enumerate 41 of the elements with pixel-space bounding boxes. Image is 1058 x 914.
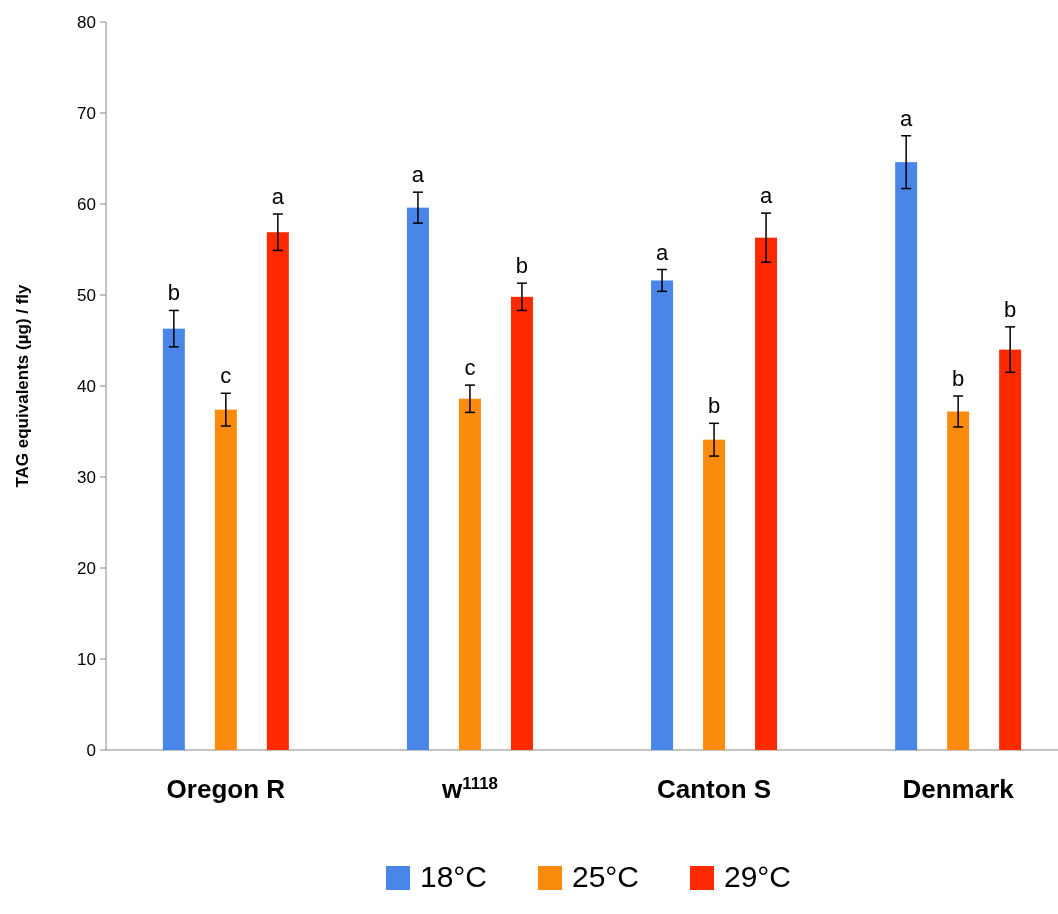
bar [214, 409, 237, 750]
bar [703, 439, 726, 750]
x-tick-label: Oregon R [166, 774, 286, 804]
data-label: b [515, 253, 529, 279]
data-label: a [759, 183, 773, 209]
y-tick-label: 40 [77, 376, 96, 396]
y-tick-label: 60 [77, 194, 96, 214]
x-tick-label: Denmark [902, 774, 1015, 804]
y-axis-title: TAG equivalents (µg) / fly [13, 283, 32, 488]
bar [406, 207, 429, 750]
y-tick-label: 70 [77, 103, 96, 123]
data-label: b [167, 280, 180, 306]
data-label: a [271, 184, 285, 210]
legend-label: 29°C [724, 860, 792, 893]
y-tick-label: 50 [77, 285, 96, 305]
y-tick-label: 0 [86, 740, 96, 760]
bar [947, 411, 970, 750]
data-label: c [220, 363, 232, 389]
y-tick-label: 80 [77, 12, 96, 32]
data-label: a [900, 105, 914, 131]
y-tick-label: 20 [77, 558, 96, 578]
bar [651, 280, 674, 750]
data-label: a [655, 239, 669, 265]
x-tick-label: Canton S [657, 774, 772, 804]
legend-label: 18°C [420, 860, 488, 893]
bar [895, 162, 918, 750]
data-label: b [707, 393, 721, 419]
y-tick-label: 10 [77, 649, 96, 669]
data-label: c [464, 355, 476, 381]
bar [266, 232, 289, 750]
data-label: b [1004, 296, 1017, 322]
bar [162, 328, 185, 750]
data-label: b [952, 366, 965, 392]
bar [999, 349, 1022, 750]
bar [755, 237, 778, 750]
bar [458, 398, 481, 750]
legend-label: 25°C [572, 860, 640, 893]
bar [510, 296, 533, 750]
x-tick-label: w$^{1118}$ [440, 773, 498, 804]
data-label: a [411, 162, 425, 188]
y-tick-label: 30 [77, 467, 96, 487]
